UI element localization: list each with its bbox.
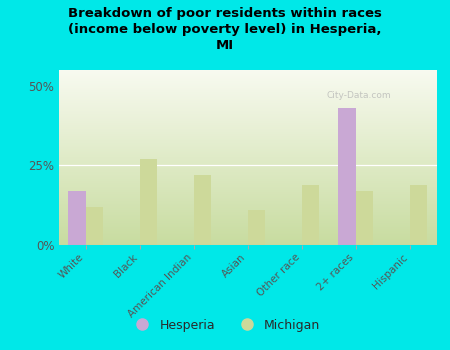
Bar xyxy=(194,175,211,245)
Text: Breakdown of poor residents within races
(income below poverty level) in Hesperi: Breakdown of poor residents within races… xyxy=(68,7,382,52)
Bar xyxy=(140,159,157,245)
Bar xyxy=(356,191,373,245)
Text: City-Data.com: City-Data.com xyxy=(327,91,392,100)
Legend: Hesperia, Michigan: Hesperia, Michigan xyxy=(125,314,325,337)
Bar xyxy=(410,184,427,245)
Bar xyxy=(338,108,356,245)
Bar xyxy=(302,184,319,245)
Bar xyxy=(248,210,265,245)
Bar xyxy=(68,191,86,245)
Bar xyxy=(86,207,103,245)
